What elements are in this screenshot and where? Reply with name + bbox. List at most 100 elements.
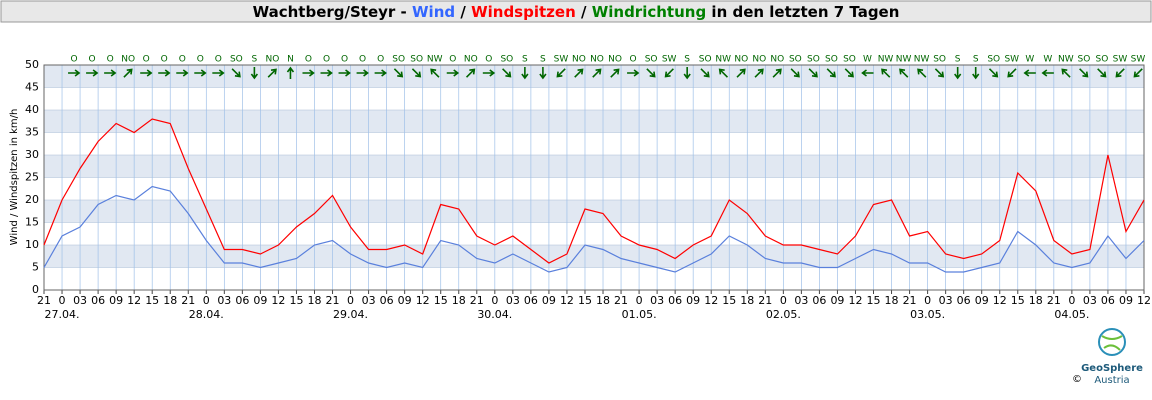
x-tick-label: 21 <box>181 294 195 307</box>
x-tick-label: 03 <box>650 294 664 307</box>
direction-arrow <box>411 68 422 78</box>
direction-label: O <box>107 55 114 65</box>
x-tick-label: 03 <box>1083 294 1097 307</box>
direction-label: SO <box>987 55 1000 65</box>
x-tick-label: 03 <box>73 294 87 307</box>
x-tick-label: 21 <box>37 294 51 307</box>
x-tick-label: 0 <box>347 294 354 307</box>
x-tick-label: 06 <box>524 294 538 307</box>
logo-name: GeoSphere <box>1081 363 1143 374</box>
direction-arrow <box>446 69 460 77</box>
direction-label: SO <box>500 55 513 65</box>
direction-arrow <box>194 69 207 77</box>
x-tick-label: 21 <box>470 294 484 307</box>
direction-label: SW <box>554 55 569 65</box>
direction-label: O <box>341 55 348 65</box>
x-tick-label: 18 <box>596 294 610 307</box>
title-part: Wind <box>412 3 455 21</box>
direction-arrow <box>140 69 153 77</box>
direction-arrow <box>286 66 295 79</box>
title-part: / <box>460 3 466 21</box>
direction-arrow <box>356 69 369 77</box>
direction-arrow <box>1041 69 1054 77</box>
direction-label: SO <box>699 55 712 65</box>
direction-arrow <box>86 69 99 77</box>
y-axis-label: Wind / Windspitzen in km/h <box>9 109 20 246</box>
x-tick-label: 09 <box>253 294 267 307</box>
direction-label: NW <box>715 55 731 65</box>
direction-arrow <box>1097 68 1107 78</box>
x-tick-label: 09 <box>1119 294 1133 307</box>
direction-arrow <box>302 69 315 77</box>
direction-arrow <box>320 69 333 77</box>
grid-band <box>44 245 1144 268</box>
x-tick-label: 12 <box>704 294 718 307</box>
direction-arrow <box>754 68 764 78</box>
direction-arrow <box>338 69 351 77</box>
direction-label: S <box>955 55 961 65</box>
x-tick-label: 03 <box>362 294 376 307</box>
direction-arrow <box>700 68 710 78</box>
x-tick-label: 06 <box>1101 294 1115 307</box>
direction-arrow <box>556 68 566 78</box>
direction-label: SO <box>1077 55 1090 65</box>
direction-arrow <box>430 68 440 78</box>
direction-arrow <box>646 68 656 78</box>
direction-arrow <box>1133 68 1143 78</box>
direction-arrow <box>1061 68 1071 78</box>
series-line <box>43 185 1145 273</box>
direction-arrow <box>772 68 782 78</box>
direction-label: O <box>197 55 204 65</box>
x-tick-label: 0 <box>636 294 643 307</box>
direction-label: SO <box>807 55 820 65</box>
logo-icon <box>1101 335 1123 351</box>
y-tick-label: 5 <box>32 261 39 274</box>
direction-arrow <box>1007 68 1017 78</box>
direction-label: O <box>71 55 78 65</box>
direction-label: NO <box>572 55 586 65</box>
direction-label: SO <box>933 55 946 65</box>
direction-label: N <box>287 55 294 65</box>
direction-arrow <box>988 68 999 78</box>
direction-label: SO <box>825 55 838 65</box>
x-tick-label: 03 <box>217 294 231 307</box>
direction-label: SO <box>789 55 802 65</box>
y-tick-label: 30 <box>25 148 39 161</box>
direction-arrow <box>808 68 818 78</box>
x-tick-label: 06 <box>957 294 971 307</box>
direction-label: NO <box>752 55 766 65</box>
x-tick-label: 0 <box>1068 294 1075 307</box>
direction-label: SO <box>1096 55 1109 65</box>
x-tick-label: 12 <box>416 294 430 307</box>
x-tick-label: 0 <box>491 294 498 307</box>
direction-arrow <box>881 68 891 78</box>
direction-label: NO <box>590 55 604 65</box>
title-part: Windrichtung <box>592 3 706 21</box>
direction-arrow <box>267 68 277 78</box>
direction-arrow <box>123 68 133 78</box>
direction-arrow <box>954 67 962 80</box>
date-label: 29.04. <box>333 308 368 321</box>
x-tick-label: 18 <box>452 294 466 307</box>
direction-arrow <box>1023 69 1036 77</box>
direction-arrow <box>104 69 117 77</box>
x-tick-label: 15 <box>867 294 881 307</box>
direction-arrow <box>664 68 674 78</box>
direction-label: W <box>863 55 872 65</box>
x-tick-label: 21 <box>326 294 340 307</box>
title-part: Windspitzen <box>471 3 576 21</box>
direction-label: O <box>449 55 456 65</box>
chart-title: Wachtberg/Steyr - Wind / Windspitzen / W… <box>253 3 900 21</box>
grid-band <box>44 155 1144 178</box>
x-tick-label: 21 <box>758 294 772 307</box>
direction-label: SW <box>1004 55 1019 65</box>
direction-arrow <box>539 67 547 80</box>
date-label: 04.05. <box>1054 308 1089 321</box>
direction-arrow <box>736 68 746 78</box>
direction-label: NW <box>914 55 930 65</box>
x-tick-label: 21 <box>1047 294 1061 307</box>
direction-label: NW <box>427 55 443 65</box>
x-tick-label: 15 <box>434 294 448 307</box>
direction-label: SO <box>843 55 856 65</box>
